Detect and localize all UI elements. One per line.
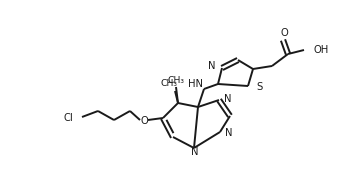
Text: Cl: Cl	[63, 113, 73, 123]
Text: N: N	[191, 147, 199, 157]
Text: CH₃: CH₃	[167, 76, 184, 84]
Text: N: N	[224, 94, 232, 104]
Text: OH: OH	[314, 45, 329, 55]
Text: S: S	[256, 82, 262, 92]
Text: O: O	[140, 116, 148, 126]
Text: N: N	[225, 128, 233, 138]
Text: CH₃: CH₃	[160, 79, 178, 88]
Text: HN: HN	[188, 79, 204, 89]
Text: O: O	[280, 28, 288, 38]
Text: N: N	[209, 61, 216, 71]
